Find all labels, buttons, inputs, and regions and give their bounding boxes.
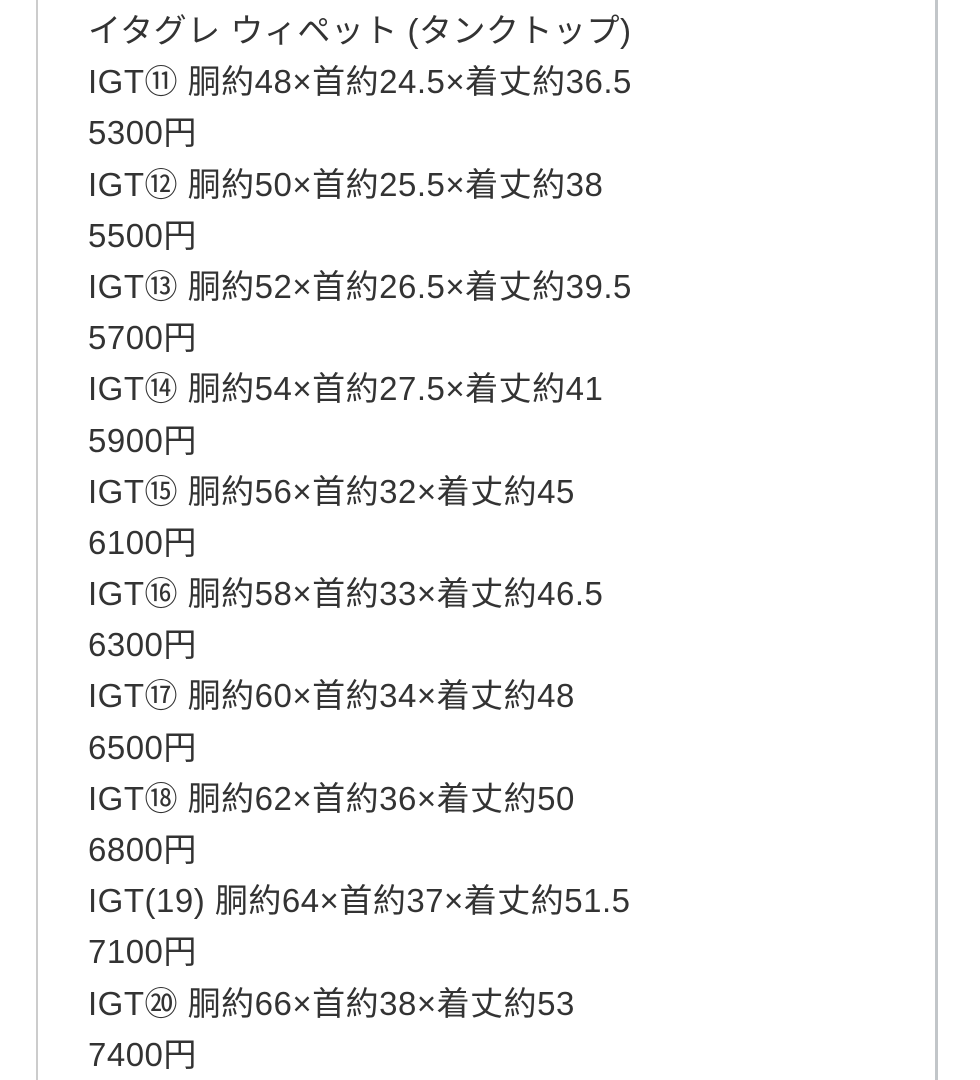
- size-variant-item: IGT⑪ 胴約48×首約24.5×着丈約36.5 5300円: [88, 56, 925, 158]
- size-variant-item: IGT(19) 胴約64×首約37×着丈約51.5 7100円: [88, 875, 925, 977]
- size-line: IGT⑮ 胴約56×首約32×着丈約45: [88, 472, 575, 510]
- price-line: 6500円: [88, 728, 197, 766]
- size-line: IGT⑱ 胴約62×首約36×着丈約50: [88, 779, 575, 817]
- size-line: IGT(19) 胴約64×首約37×着丈約51.5: [88, 882, 631, 920]
- listing-title: イタグレ ウィペット (タンクトップ): [88, 12, 632, 49]
- price-line: 5900円: [88, 421, 197, 459]
- size-line: IGT⑫ 胴約50×首約25.5×着丈約38: [88, 165, 604, 203]
- size-variant-item: IGT⑮ 胴約56×首約32×着丈約45 6100円: [88, 466, 925, 568]
- size-line: IGT⑳ 胴約66×首約38×着丈約53: [88, 984, 575, 1022]
- price-line: 6800円: [88, 831, 197, 868]
- size-variant-item: IGT⑳ 胴約66×首約38×着丈約53 7400円: [88, 978, 925, 1080]
- price-line: 5700円: [88, 319, 197, 357]
- size-variant-item: IGT⑬ 胴約52×首約26.5×着丈約39.5 5700円: [88, 261, 925, 363]
- size-line: IGT⑪ 胴約48×首約24.5×着丈約36.5: [88, 63, 632, 101]
- size-line: IGT⑬ 胴約52×首約26.5×着丈約39.5: [88, 267, 632, 305]
- price-line: 7400円: [88, 1035, 197, 1073]
- size-variant-item: IGT⑭ 胴約54×首約27.5×着丈約41 5900円: [88, 363, 925, 465]
- size-line: IGT⑭ 胴約54×首約27.5×着丈約41: [88, 370, 604, 408]
- size-variant-item: IGT⑱ 胴約62×首約36×着丈約50 6800円: [88, 773, 925, 875]
- price-line: 5500円: [88, 216, 197, 254]
- price-line: 5300円: [88, 114, 197, 152]
- size-line: IGT⑯ 胴約58×首約33×着丈約46.5: [88, 575, 604, 613]
- size-variant-item: IGT⑯ 胴約58×首約33×着丈約46.5 6300円: [88, 568, 925, 670]
- price-line: 6300円: [88, 626, 197, 664]
- size-variant-item: IGT⑰ 胴約60×首約34×着丈約48 6500円: [88, 670, 925, 772]
- size-variant-item: IGT⑫ 胴約50×首約25.5×着丈約38 5500円: [88, 159, 925, 261]
- description-panel: イタグレ ウィペット (タンクトップ) IGT⑪ 胴約48×首約24.5×着丈約…: [36, 0, 938, 1080]
- size-line: IGT⑰ 胴約60×首約34×着丈約48: [88, 677, 575, 715]
- price-line: 6100円: [88, 523, 197, 561]
- price-line: 7100円: [88, 933, 197, 971]
